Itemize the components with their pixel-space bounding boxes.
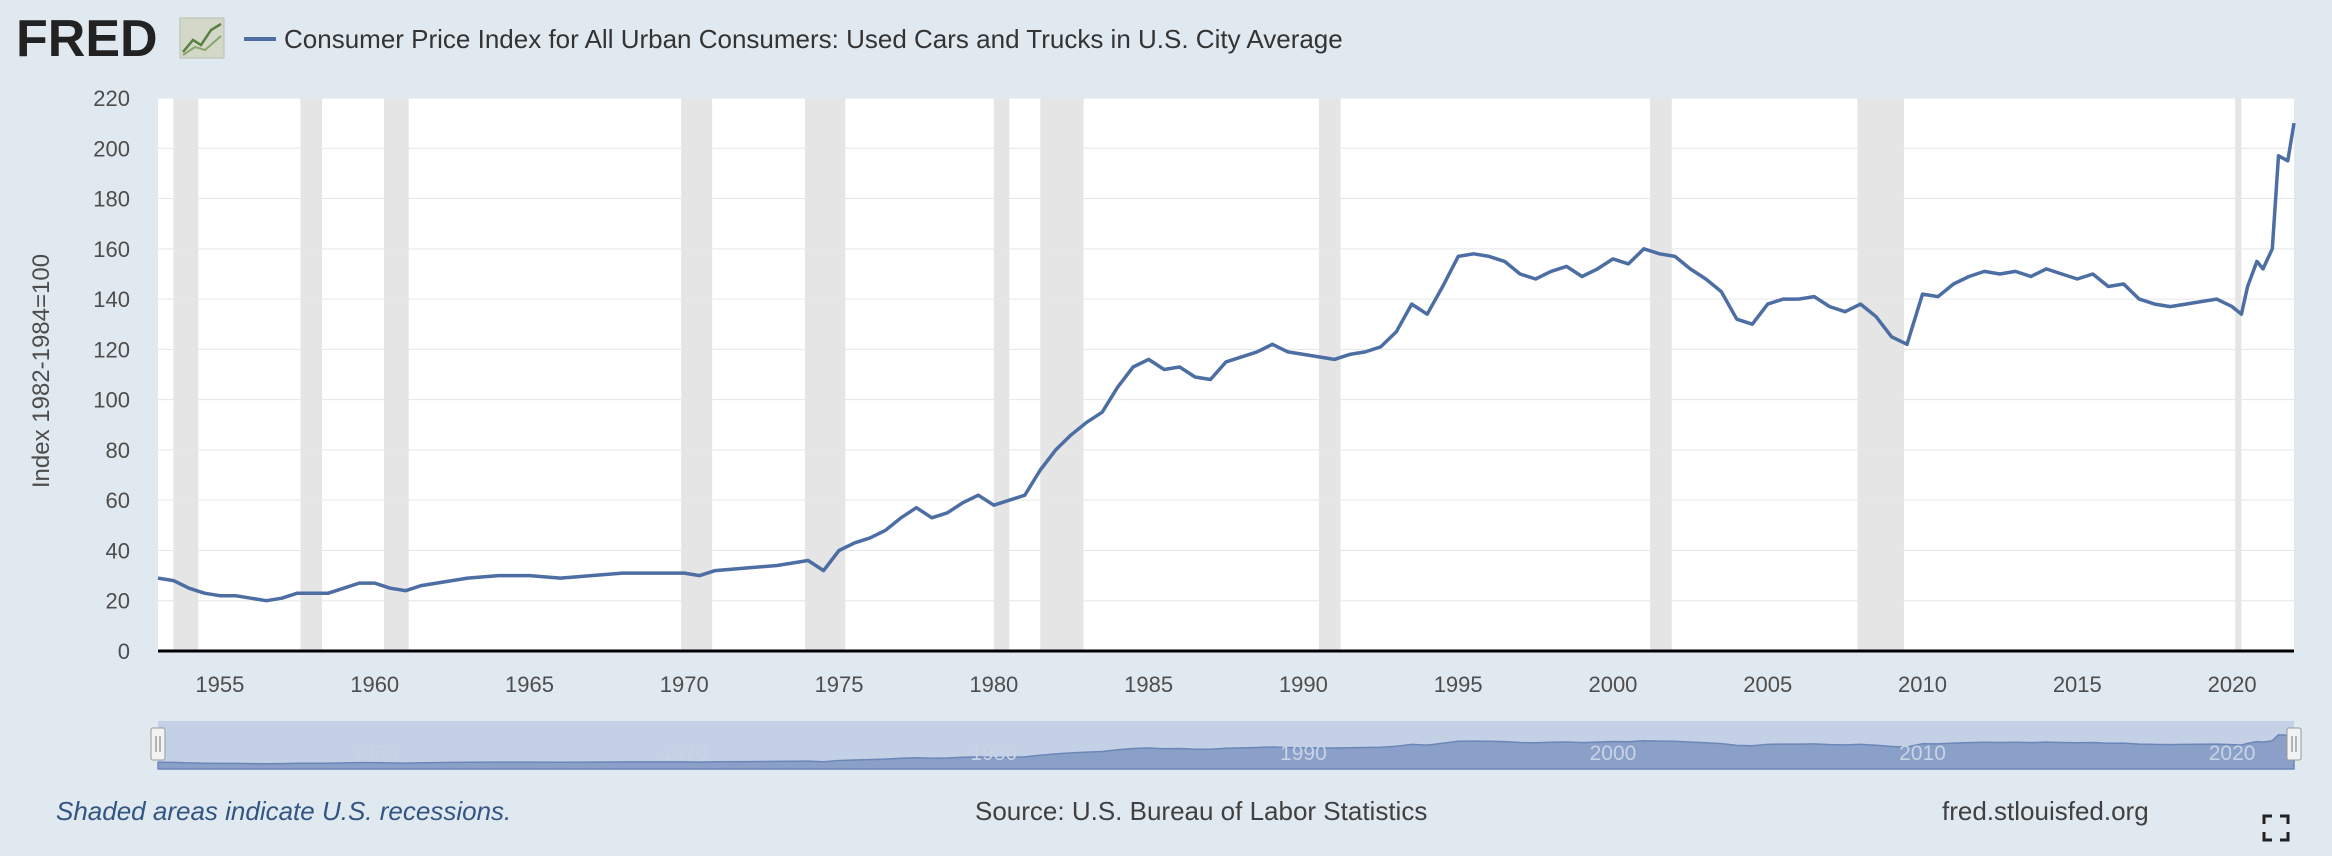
- site-url[interactable]: fred.stlouisfed.org: [1942, 796, 2149, 826]
- recession-band-9: [1857, 98, 1904, 651]
- x-tick-label-2015: 2015: [2053, 672, 2102, 697]
- x-tick-label-1995: 1995: [1434, 672, 1483, 697]
- y-tick-label-0: 0: [118, 639, 130, 664]
- x-tick-label-2005: 2005: [1743, 672, 1792, 697]
- navigator-series: [157, 731, 2295, 770]
- x-tick-label-1955: 1955: [195, 672, 244, 697]
- recession-note: Shaded areas indicate U.S. recessions.: [56, 796, 512, 826]
- navigator-left-handle[interactable]: [150, 727, 166, 761]
- range-navigator[interactable]: 1960 1970 1980 1990 2000 2010 2020: [150, 721, 2302, 770]
- y-tick-label-40: 40: [106, 538, 130, 563]
- navigator-label-2010: 2010: [1899, 742, 1946, 765]
- x-tick-label-2020: 2020: [2208, 672, 2257, 697]
- navigator-label-1980: 1980: [970, 742, 1017, 765]
- recession-band-4: [804, 98, 846, 651]
- series-line: [157, 122, 2296, 603]
- navigator-label-1990: 1990: [1280, 742, 1327, 765]
- navigator-label-1960: 1960: [351, 742, 398, 765]
- y-tick-label-140: 140: [93, 287, 130, 312]
- recession-band-5: [993, 98, 1010, 651]
- y-tick-label-160: 160: [93, 237, 130, 262]
- recession-band-3: [681, 98, 713, 651]
- y-tick-label-20: 20: [106, 589, 130, 614]
- y-tick-label-180: 180: [93, 187, 130, 212]
- line-chart-icon: [179, 17, 225, 59]
- source-text: Source: U.S. Bureau of Labor Statistics: [975, 796, 1428, 826]
- y-tick-label-60: 60: [106, 488, 130, 513]
- navigator-label-1970: 1970: [661, 742, 708, 765]
- fred-logo: FRED: [16, 10, 158, 68]
- recession-band-0: [173, 98, 199, 651]
- recession-band-1: [300, 98, 323, 651]
- x-tick-label-1960: 1960: [350, 672, 399, 697]
- y-tick-label-120: 120: [93, 337, 130, 362]
- x-ticks: 1955 1960 1965 1970 1975 1980 1985 1990 1995 2000…: [195, 672, 2256, 697]
- x-tick-label-2000: 2000: [1588, 672, 1637, 697]
- recession-shading: [173, 98, 2242, 651]
- recession-band-7: [1318, 98, 1341, 651]
- y-tick-label-80: 80: [106, 438, 130, 463]
- y-tick-label-220: 220: [93, 86, 130, 111]
- recession-band-10: [2235, 98, 2242, 651]
- recession-band-2: [383, 98, 409, 651]
- y-tick-label-200: 200: [93, 136, 130, 161]
- plot-area: [158, 98, 2294, 651]
- y-tick-label-100: 100: [93, 388, 130, 413]
- gridlines: [158, 97, 2294, 602]
- navigator-right-handle[interactable]: [2286, 727, 2302, 761]
- x-tick-label-1985: 1985: [1124, 672, 1173, 697]
- x-tick-label-1970: 1970: [660, 672, 709, 697]
- recession-band-6: [1040, 98, 1084, 651]
- chart-title: Consumer Price Index for All Urban Consu…: [284, 24, 1343, 54]
- x-tick-label-1980: 1980: [969, 672, 1018, 697]
- x-tick-label-2010: 2010: [1898, 672, 1947, 697]
- x-tick-label-1965: 1965: [505, 672, 554, 697]
- fullscreen-icon[interactable]: [2262, 814, 2290, 842]
- navigator-label-2020: 2020: [2209, 742, 2256, 765]
- navigator-labels: 1960 1970 1980 1990 2000 2010 2020: [351, 742, 2255, 765]
- x-tick-label-1975: 1975: [815, 672, 864, 697]
- y-ticks: 0 20 40 60 80 100 120 140 160 180 200 220: [93, 86, 130, 664]
- y-axis-label: Index 1982-1984=100: [28, 254, 55, 488]
- recession-band-8: [1650, 98, 1672, 651]
- navigator-label-2000: 2000: [1590, 742, 1637, 765]
- x-tick-label-1990: 1990: [1279, 672, 1328, 697]
